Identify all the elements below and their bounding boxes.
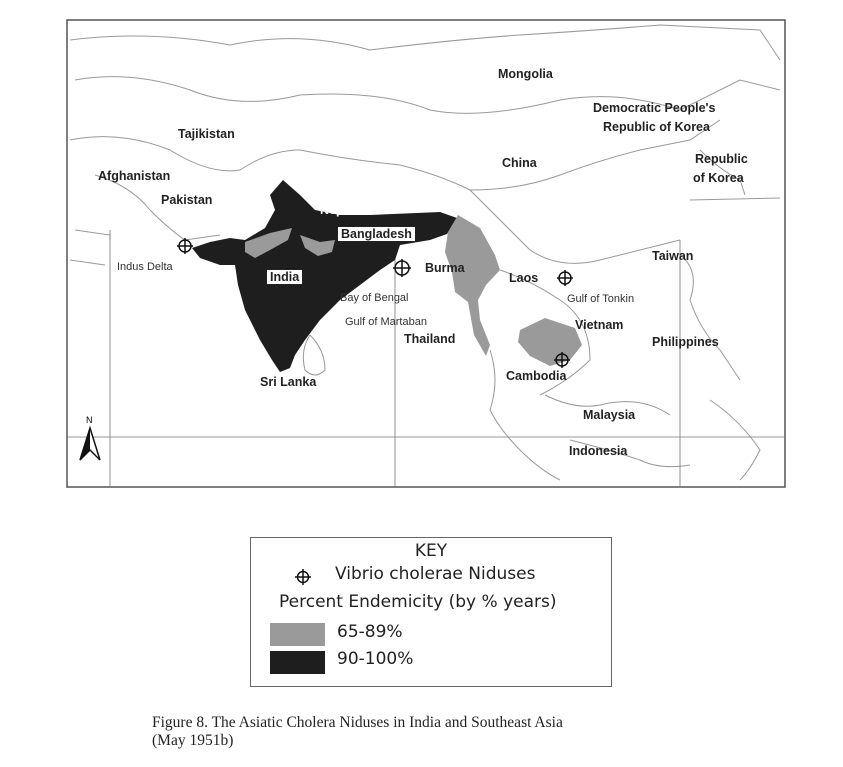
- label-gulf-of-tonkin: Gulf of Tonkin: [567, 293, 635, 305]
- label-rok-1: Republic: [695, 152, 748, 166]
- label-philippines: Philippines: [652, 335, 719, 349]
- key-class-label: 65-89%: [337, 622, 403, 642]
- label-bangladesh: Bangladesh: [337, 226, 416, 242]
- label-indus-delta: Indus Delta: [117, 261, 173, 273]
- label-malaysia: Malaysia: [583, 408, 636, 422]
- label-cambodia: Cambodia: [506, 369, 567, 383]
- country-borders: [69, 24, 781, 481]
- north-label: N: [86, 415, 93, 425]
- north-arrow-icon: [79, 425, 101, 461]
- swatch-90-100: [270, 651, 325, 674]
- key-title: KEY: [414, 541, 448, 561]
- label-afghanistan: Afghanistan: [98, 169, 171, 183]
- nidus-marker-cambodia: [554, 352, 570, 368]
- label-tajikistan: Tajikistan: [178, 127, 235, 141]
- nidus-marker-bay-of-bengal: [393, 259, 411, 277]
- key-endemicity-title: Percent Endemicity (by % years): [279, 592, 557, 612]
- label-dprk-1: Democratic People's: [593, 101, 716, 115]
- map-frame: [66, 19, 786, 488]
- label-thailand: Thailand: [404, 332, 456, 346]
- figure-caption: Figure 8. The Asiatic Cholera Niduses in…: [152, 714, 563, 750]
- label-bay-of-bengal: Bay of Bengal: [340, 292, 409, 304]
- label-pakistan: Pakistan: [161, 193, 213, 207]
- label-indonesia: Indonesia: [569, 444, 628, 458]
- label-mongolia: Mongolia: [498, 67, 553, 81]
- nidus-marker-laos: [557, 270, 573, 286]
- nidus-marker-indus-delta: [177, 238, 193, 254]
- label-gulf-of-martaban: Gulf of Martaban: [345, 316, 427, 328]
- nidus-markers: [177, 238, 573, 368]
- key-nidus-label: Vibrio cholerae Niduses: [335, 564, 536, 584]
- label-taiwan: Taiwan: [652, 249, 694, 263]
- label-nepal: Nepal: [320, 203, 355, 217]
- label-dprk-2: Republic of Korea: [603, 120, 710, 134]
- nidus-icon: [295, 569, 311, 585]
- label-india: India: [266, 269, 304, 285]
- map-key: KEY Vibrio cholerae Niduses Percent Ende…: [250, 537, 612, 687]
- key-class-label: 90-100%: [337, 649, 414, 669]
- label-rok-2: of Korea: [693, 171, 744, 185]
- swatch-65-89: [270, 623, 325, 646]
- label-vietnam: Vietnam: [575, 318, 624, 332]
- graticule: [67, 220, 785, 487]
- caption-line-1: Figure 8. The Asiatic Cholera Niduses in…: [152, 714, 563, 731]
- label-china: China: [502, 156, 537, 170]
- label-laos: Laos: [509, 271, 539, 285]
- label-burma: Burma: [425, 261, 465, 275]
- caption-line-2: (May 1951b): [152, 732, 234, 749]
- label-sri-lanka: Sri Lanka: [260, 375, 317, 389]
- region-65-89: [245, 215, 582, 366]
